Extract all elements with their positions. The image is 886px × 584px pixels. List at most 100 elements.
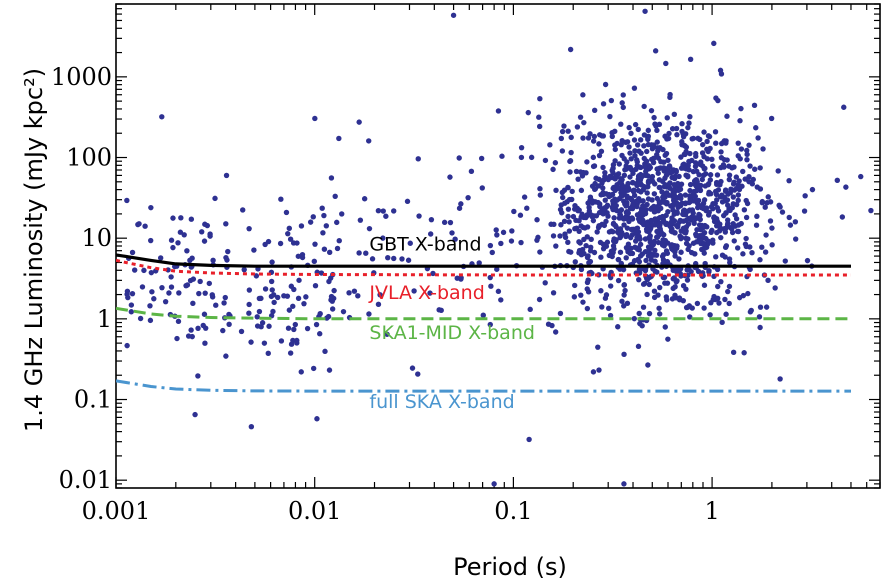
data-point (755, 135, 761, 141)
data-point (666, 192, 672, 198)
data-point (285, 230, 291, 237)
data-point (792, 236, 799, 242)
data-point (438, 307, 444, 314)
data-point (558, 222, 564, 228)
data-point (542, 280, 548, 286)
data-point (769, 225, 775, 231)
data-point (640, 281, 647, 287)
data-point (139, 284, 146, 290)
data-point (175, 240, 181, 246)
data-point (688, 217, 694, 223)
data-point (552, 329, 559, 335)
data-point (629, 197, 635, 203)
data-point (656, 220, 663, 226)
data-point (536, 114, 542, 120)
data-point (600, 185, 606, 191)
data-point (592, 180, 598, 187)
data-point (768, 115, 775, 122)
data-point (633, 229, 639, 235)
data-point (427, 231, 434, 237)
data-point (757, 304, 764, 310)
data-point (662, 152, 668, 158)
x-axis-title: Period (s) (453, 553, 567, 581)
data-point (718, 278, 724, 285)
data-point (599, 304, 605, 310)
data-point (357, 217, 364, 223)
data-point (254, 323, 261, 329)
data-point (488, 283, 494, 289)
data-point (744, 200, 751, 207)
data-point (639, 323, 645, 329)
data-point (572, 282, 578, 289)
data-point (590, 217, 597, 224)
data-point (696, 172, 702, 178)
data-point (188, 327, 194, 333)
data-point (525, 109, 531, 116)
data-point (220, 327, 226, 334)
data-point (777, 204, 783, 210)
data-point (754, 213, 760, 219)
data-point (561, 123, 567, 129)
data-point (726, 300, 732, 307)
data-point (595, 224, 602, 231)
data-point (149, 289, 155, 295)
data-point (654, 166, 660, 172)
data-point (635, 126, 641, 133)
data-point (361, 196, 368, 202)
data-point (301, 300, 307, 307)
data-point (652, 208, 658, 215)
data-point (787, 222, 794, 228)
data-point (636, 276, 642, 283)
data-point (652, 48, 659, 54)
data-point (479, 185, 485, 191)
data-point (192, 411, 198, 418)
data-point (843, 184, 849, 190)
data-point (619, 192, 626, 199)
data-point (804, 257, 811, 264)
data-point (450, 12, 457, 18)
data-point (498, 297, 504, 303)
data-point (731, 238, 737, 244)
data-point (752, 166, 758, 172)
data-point (839, 214, 846, 220)
data-point (680, 225, 687, 232)
data-point (595, 199, 601, 206)
data-point (559, 194, 566, 201)
data-point (578, 187, 585, 194)
data-point (621, 172, 628, 178)
data-point (196, 290, 202, 297)
data-point (645, 244, 652, 250)
data-point (125, 294, 131, 301)
data-point (723, 243, 730, 249)
data-point (662, 280, 668, 286)
data-point (724, 197, 731, 203)
data-point (157, 255, 164, 261)
data-point (598, 254, 604, 260)
data-point (632, 153, 638, 159)
data-point (620, 92, 626, 98)
data-point (684, 277, 691, 283)
curve-label: JVLA X-band (368, 282, 484, 304)
data-point (760, 146, 766, 152)
data-point (656, 184, 663, 191)
data-point (576, 239, 582, 245)
data-point (534, 217, 540, 223)
data-point (704, 205, 710, 211)
data-point (662, 133, 668, 139)
data-point (688, 268, 694, 275)
data-point (677, 233, 683, 239)
data-point (651, 294, 658, 301)
data-point (328, 175, 335, 181)
data-point (595, 344, 601, 350)
data-point (765, 277, 771, 284)
data-point (500, 229, 507, 236)
data-point (747, 244, 753, 250)
data-point (715, 283, 721, 290)
data-point (612, 128, 618, 135)
data-point (334, 219, 340, 226)
data-point (707, 312, 713, 318)
data-point (638, 150, 644, 156)
data-point (313, 321, 320, 328)
data-point (733, 216, 740, 222)
data-point (636, 310, 642, 317)
